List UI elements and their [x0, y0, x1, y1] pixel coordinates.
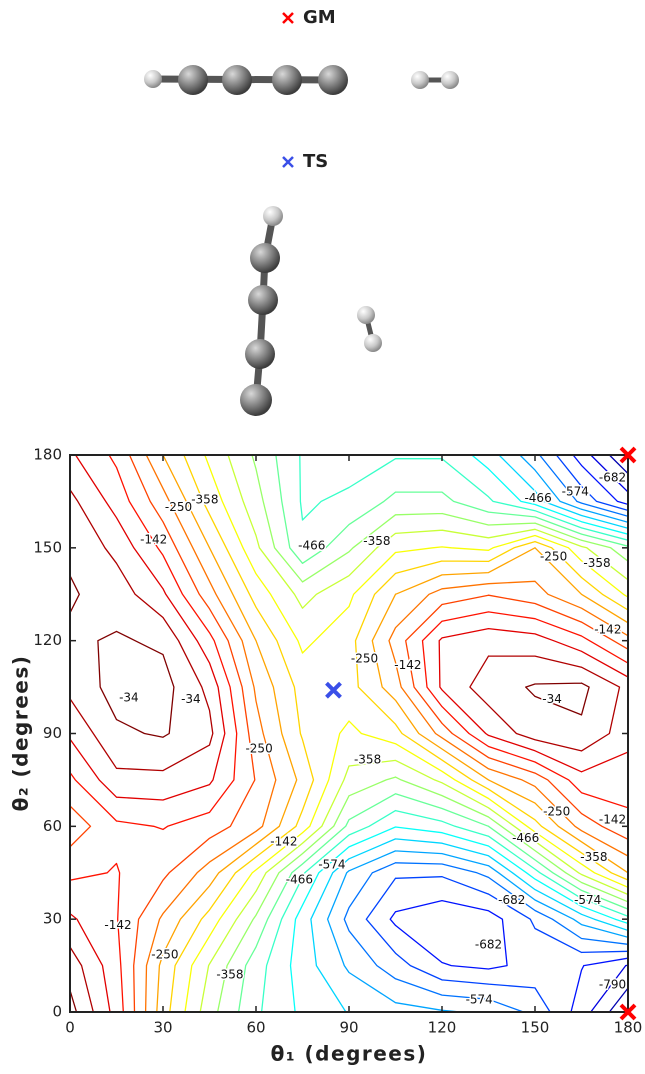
contour-line: [199, 455, 628, 1012]
legend-marker: [282, 12, 294, 24]
contour-label: -250: [543, 805, 570, 819]
x-tick-label: 90: [339, 1019, 358, 1037]
contour-label: -142: [270, 834, 297, 848]
x-tick-label: 120: [428, 1019, 457, 1037]
contour-label: -574: [466, 992, 493, 1006]
contour-label: -574: [574, 893, 601, 907]
contour-line: [326, 455, 628, 1012]
contour-label: -358: [580, 850, 607, 864]
contour-line: [70, 455, 628, 1012]
contour-line: [70, 455, 628, 1012]
x-tick-label: 30: [153, 1019, 172, 1037]
contour-line: [169, 455, 628, 1012]
x-tick-label: 150: [521, 1019, 550, 1037]
contour-label: -34: [119, 690, 139, 704]
contour-label: -142: [140, 533, 167, 547]
contour-line: [184, 455, 628, 1012]
marker: [619, 446, 637, 464]
contour-label: -682: [498, 893, 525, 907]
contour-line: [365, 455, 628, 1012]
contour-label: -790: [599, 978, 626, 992]
y-tick-label: 30: [43, 910, 62, 928]
x-tick-label: 0: [65, 1019, 75, 1037]
contour-label: -682: [475, 937, 502, 951]
x-tick-label: 180: [614, 1019, 643, 1037]
gm-molecule: [144, 65, 459, 95]
x-tick-label: 60: [246, 1019, 265, 1037]
y-axis-title: θ₂ (degrees): [9, 655, 33, 812]
contour-line: [310, 455, 628, 1012]
contour-label: -574: [318, 858, 345, 872]
contour-label: -250: [151, 948, 178, 962]
contour-label: -34: [542, 692, 562, 706]
contour-label: -358: [191, 492, 218, 506]
contour-label: -250: [540, 550, 567, 564]
y-tick-label: 60: [43, 817, 62, 835]
legend-label: GM: [303, 7, 336, 28]
legend-marker: [282, 156, 294, 168]
contour-line: [70, 489, 621, 1012]
y-tick-label: 180: [33, 446, 62, 464]
y-tick-label: 120: [33, 631, 62, 649]
contour-line: [144, 455, 628, 1012]
contour-line: [216, 455, 628, 1012]
y-tick-label: 0: [52, 1003, 62, 1021]
contour-label: -250: [351, 652, 378, 666]
contour-line: [70, 455, 628, 1012]
contour-label: -466: [298, 538, 325, 552]
contour-line: [289, 455, 628, 1012]
contour-line: [260, 455, 628, 1012]
contour-label: -142: [394, 658, 421, 672]
contour-label: -574: [562, 485, 589, 499]
contour-line: [70, 575, 590, 1012]
contour-label: -466: [512, 831, 539, 845]
contour-label: -682: [599, 470, 626, 484]
contour-label: -142: [104, 918, 131, 932]
contour-line: [389, 455, 628, 1012]
x-axis-title: θ₁ (degrees): [271, 1042, 428, 1066]
contour-label: -142: [594, 622, 621, 636]
contour-line: [343, 455, 628, 1012]
contour-line: [156, 455, 628, 1012]
contour-label: -142: [599, 813, 626, 827]
contour-label: -358: [354, 752, 381, 766]
contour-label: -34: [181, 692, 201, 706]
contour-label: -358: [216, 967, 243, 981]
marker: [619, 1003, 637, 1021]
contour-line: [608, 455, 628, 1012]
contour-label: -358: [583, 556, 610, 570]
y-tick-label: 150: [33, 538, 62, 556]
legend-label: TS: [303, 151, 328, 172]
contour-label: -250: [245, 741, 272, 755]
contour-label: -466: [524, 491, 551, 505]
contour-label: -250: [165, 500, 192, 514]
marker: [325, 681, 342, 699]
ts-molecule: [240, 206, 382, 416]
y-tick-label: 90: [43, 724, 62, 742]
contours: [70, 455, 628, 1012]
contour-label: -466: [286, 872, 313, 886]
contour-line: [237, 455, 628, 1012]
contour-label: -358: [363, 534, 390, 548]
